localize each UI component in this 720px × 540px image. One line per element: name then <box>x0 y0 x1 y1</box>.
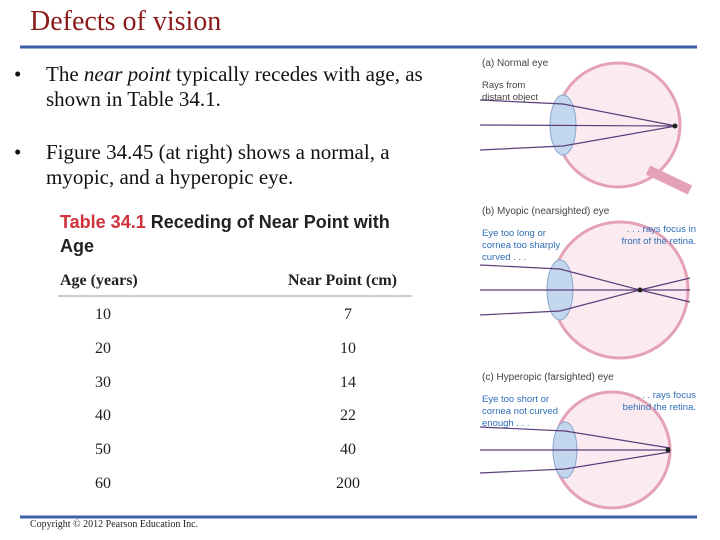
table-cell: 40 <box>95 407 111 425</box>
table-cell: 30 <box>95 373 111 391</box>
text: The <box>46 62 84 86</box>
table-cell: 60 <box>95 475 111 492</box>
panel-label: (a) Normal eye <box>482 58 549 69</box>
table-cell: 22 <box>340 407 356 425</box>
panel-label: (b) Myopic (nearsighted) eye <box>482 206 610 217</box>
table-cell: 20 <box>95 339 111 357</box>
panel-note: . . . rays focus behind the retina. <box>622 390 696 413</box>
table-cell: 10 <box>340 339 356 357</box>
table-label: Table 34.1 <box>60 212 146 232</box>
footer: Copyright © 2012 Pearson Education Inc. <box>30 519 199 530</box>
table-cell: 14 <box>340 373 356 391</box>
table-header: Near Point (cm) <box>288 272 397 289</box>
bullet: • Figure 34.45 (at right) shows a normal… <box>14 140 454 190</box>
panel-note: Eye too short or cornea not curved enoug… <box>482 394 559 429</box>
table-cell: 200 <box>336 475 360 492</box>
bullet: • The near point typically recedes with … <box>14 62 423 111</box>
table-header: Age (years) <box>60 272 138 289</box>
table-cell: 40 <box>340 441 356 459</box>
text: Figure 34.45 (at right) shows a normal, … <box>46 140 390 189</box>
text: typically recedes with age, as shown in … <box>46 62 423 111</box>
panel-note: Rays from distant object <box>482 80 538 103</box>
table-cell: 10 <box>95 306 111 323</box>
table-cell: 50 <box>95 441 111 459</box>
panel-note: . . . rays focus in front of the retina. <box>621 224 696 247</box>
table-caption: Table 34.1 Receding of Near Point with A… <box>60 210 390 258</box>
slide-title: Defects of vision <box>30 6 222 37</box>
table-cell: 7 <box>344 306 352 323</box>
panel-label: (c) Hyperopic (farsighted) eye <box>482 372 614 383</box>
text: near point <box>83 62 171 86</box>
caption: Receding of Near Point with Age <box>60 212 390 256</box>
panel-note: Eye too long or cornea too sharply curve… <box>482 228 561 263</box>
